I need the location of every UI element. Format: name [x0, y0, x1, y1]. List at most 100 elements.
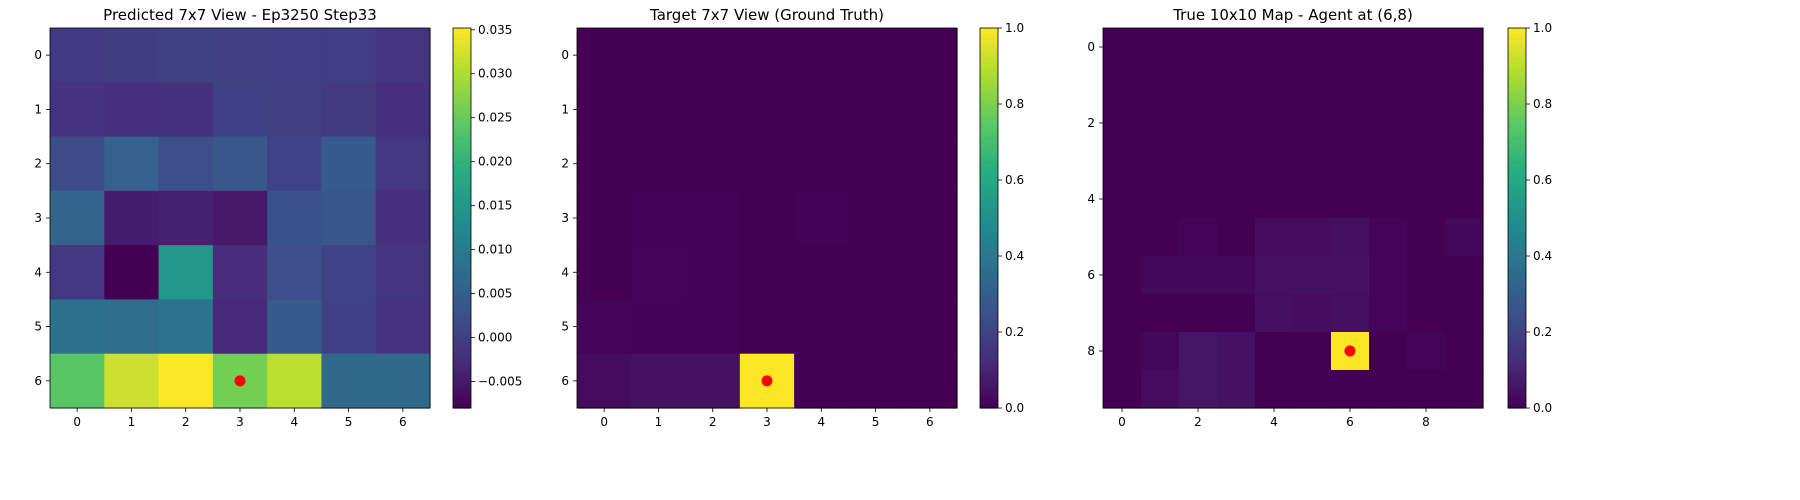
colorbar-segment: [453, 85, 471, 91]
colorbar-segment: [980, 279, 998, 286]
colorbar-segment: [453, 317, 471, 324]
heatmap-cell-r4-c9: [1445, 180, 1484, 219]
colorbar-segment: [1508, 37, 1526, 43]
colorbar-segment: [1508, 332, 1526, 338]
heatmap-cell-r6-c1: [1141, 256, 1180, 295]
heatmap-cell-r0-c3: [212, 28, 268, 83]
y-tick-label: 4: [1087, 192, 1095, 206]
heatmap-cell-r3-c0: [577, 190, 632, 246]
x-tick-label: 4: [1270, 415, 1278, 429]
colorbar-segment: [980, 270, 998, 276]
heatmap-cell-r2-c6: [902, 136, 958, 192]
colorbar-segment: [1508, 161, 1526, 167]
heatmap-cell-r0-c0: [50, 28, 105, 83]
heatmap-cell-r4-c5: [321, 245, 377, 301]
colorbar-segment: [1508, 75, 1526, 81]
heatmap-panel-1: 0 1 2 3 4 5 6 0 1 2 3 4 5 6 Target 7x7 View (Ground Tr…: [561, 6, 1024, 429]
colorbar-segment: [453, 175, 471, 181]
heatmap-cell-r5-c6: [902, 299, 958, 355]
x-tick-label: 6: [926, 415, 934, 429]
heatmap-cell-r4-c3: [1217, 180, 1256, 219]
colorbar-segment: [453, 151, 471, 157]
colorbar-segment: [980, 346, 998, 352]
colorbar-segment: [1508, 393, 1526, 400]
colorbar-segment: [453, 42, 471, 48]
colorbar-segment: [980, 132, 998, 138]
heatmap-cell-r0-c6: [375, 28, 431, 83]
colorbar-tick-label: 0.035: [478, 23, 512, 37]
colorbar-segment: [1508, 308, 1526, 314]
x-tick-label: 1: [128, 415, 136, 429]
colorbar-segment: [1508, 80, 1526, 86]
y-tick-label: 5: [34, 320, 42, 334]
colorbar-segment: [1508, 151, 1526, 157]
colorbar-segment: [453, 118, 471, 124]
agent-marker: [1344, 345, 1356, 357]
colorbar-segment: [980, 28, 998, 34]
heatmap-cell-r1-c6: [1331, 66, 1370, 105]
heatmap-cell-r6-c1: [104, 353, 160, 409]
chart-title: Predicted 7x7 View - Ep3250 Step33: [103, 6, 377, 24]
heatmap-cell-r1-c0: [50, 82, 105, 138]
heatmap-cell-r3-c4: [1255, 142, 1294, 181]
heatmap-cell-r4-c5: [1293, 180, 1332, 219]
heatmap-cell-r0-c3: [739, 28, 795, 83]
colorbar-segment: [1508, 118, 1526, 124]
colorbar-segment: [1508, 241, 1526, 248]
heatmap-cell-r5-c4: [1255, 218, 1294, 257]
x-tick-label: 1: [655, 415, 663, 429]
colorbar-segment: [453, 194, 471, 200]
colorbar-segment: [980, 403, 998, 409]
colorbar-tick-label: 0.030: [478, 67, 512, 81]
colorbar-segment: [980, 51, 998, 58]
colorbar-segment: [453, 137, 471, 143]
colorbar-segment: [980, 56, 998, 62]
heatmap-cell-r3-c4: [267, 190, 323, 246]
heatmap-cell-r6-c0: [577, 353, 632, 409]
heatmap-cell-r6-c6: [902, 353, 958, 409]
heatmap-cell-r0-c4: [794, 28, 850, 83]
heatmap-cell-r9-c5: [1293, 370, 1332, 409]
heatmap-cell-r1-c2: [685, 82, 741, 138]
colorbar-segment: [1508, 260, 1526, 267]
colorbar-segment: [453, 161, 471, 167]
heatmap-cell-r7-c6: [1331, 294, 1370, 333]
heatmap-cell-r2-c2: [685, 136, 741, 192]
colorbar-segment: [1508, 222, 1526, 229]
colorbar-segment: [1508, 294, 1526, 300]
heatmap-cell-r1-c5: [848, 82, 904, 138]
heatmap-cell-r5-c3: [739, 299, 795, 355]
heatmap-cell-r0-c0: [577, 28, 632, 83]
colorbar-segment: [980, 118, 998, 124]
heatmap-cell-r5-c6: [1331, 218, 1370, 257]
colorbar-segment: [980, 227, 998, 233]
colorbar-segment: [453, 256, 471, 262]
colorbar-segment: [453, 56, 471, 62]
heatmap-cell-r9-c2: [1179, 370, 1218, 409]
heatmap-cell-r2-c4: [1255, 104, 1294, 143]
colorbar-segment: [980, 146, 998, 153]
colorbar-segment: [980, 161, 998, 167]
heatmap-cell-r5-c4: [794, 299, 850, 355]
colorbar-segment: [1508, 317, 1526, 324]
colorbar-segment: [980, 260, 998, 267]
colorbar-segment: [980, 180, 998, 186]
heatmap-cell-r2-c9: [1445, 104, 1484, 143]
colorbar-segment: [980, 336, 998, 343]
colorbar-segment: [453, 218, 471, 224]
y-tick-label: 1: [34, 102, 42, 116]
colorbar-segment: [980, 398, 998, 404]
colorbar-segment: [1508, 355, 1526, 362]
colorbar-frame: [452, 27, 472, 409]
heatmap-cell-r6-c0: [50, 353, 105, 409]
y-tick-label: 4: [34, 265, 42, 279]
colorbar-segment: [980, 123, 998, 129]
heatmap-cell-r5-c0: [50, 299, 105, 355]
heatmap-cell-r2-c4: [267, 136, 323, 192]
heatmap-cell-r5-c2: [685, 299, 741, 355]
colorbar-segment: [1508, 70, 1526, 77]
colorbar-segment: [453, 142, 471, 148]
colorbar-segment: [453, 104, 471, 110]
x-tick-label: 2: [709, 415, 717, 429]
